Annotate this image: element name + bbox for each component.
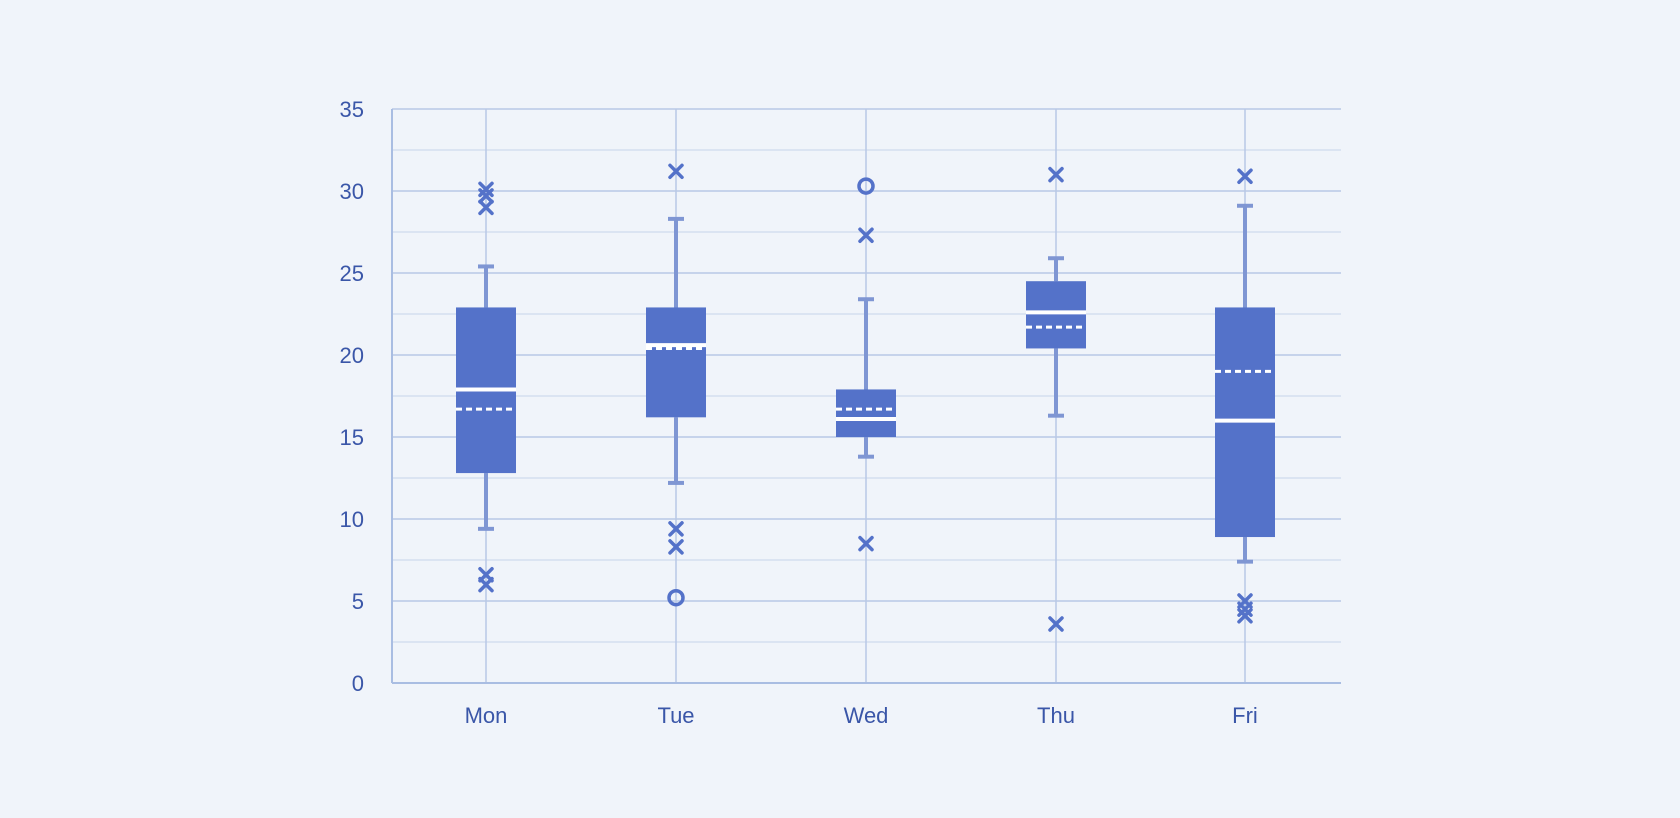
outlier-x: [478, 576, 494, 593]
y-tick-label: 25: [340, 261, 364, 286]
y-tick-label: 20: [340, 343, 364, 368]
box-wed: [836, 177, 896, 552]
y-tick-label: 15: [340, 425, 364, 450]
outlier-x: [858, 227, 874, 244]
x-tick-label: Mon: [465, 703, 508, 728]
outlier-x: [1048, 616, 1064, 632]
outlier-x: [478, 199, 494, 216]
outlier-circle: [857, 177, 875, 195]
y-tick-label: 35: [340, 97, 364, 122]
outlier-circle: [667, 588, 685, 607]
x-tick-label: Fri: [1232, 703, 1258, 728]
x-tick-label: Thu: [1037, 703, 1075, 728]
outlier-x: [668, 521, 684, 537]
outlier-x: [1237, 608, 1253, 624]
outlier-x: [668, 163, 684, 180]
iqr-box: [836, 389, 896, 437]
outlier-x: [858, 535, 874, 552]
x-tick-labels: Mon Tue Wed Thu Fri: [465, 703, 1258, 728]
box-mon: [456, 181, 516, 593]
y-tick-labels: 0 5 10 15 20 25 30 35: [340, 97, 364, 696]
x-tick-label: Wed: [844, 703, 889, 728]
y-tick-label: 10: [340, 507, 364, 532]
x-tick-label: Tue: [657, 703, 694, 728]
outlier-x: [478, 188, 494, 204]
outlier-x: [668, 539, 684, 555]
y-tick-label: 30: [340, 179, 364, 204]
boxes: [456, 163, 1275, 632]
outlier-x: [1048, 166, 1064, 183]
iqr-box: [646, 307, 706, 418]
iqr-box: [1026, 281, 1086, 349]
box-thu: [1026, 166, 1086, 632]
box-fri: [1215, 168, 1275, 624]
y-tick-label: 0: [352, 671, 364, 696]
outlier-x: [1237, 168, 1253, 184]
y-tick-label: 5: [352, 589, 364, 614]
axes: [391, 109, 1341, 684]
box-tue: [646, 163, 706, 607]
